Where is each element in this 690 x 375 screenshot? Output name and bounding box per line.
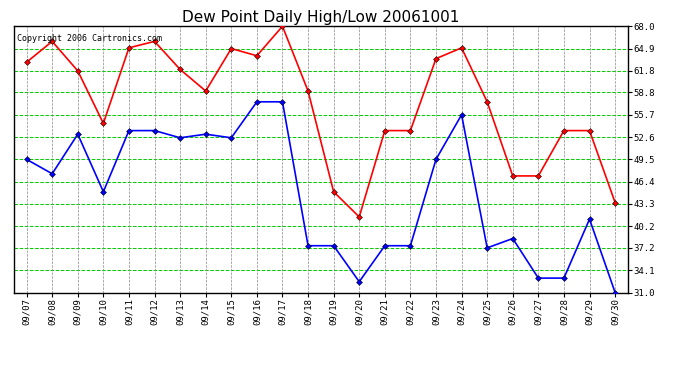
Text: Copyright 2006 Cartronics.com: Copyright 2006 Cartronics.com <box>17 34 162 43</box>
Title: Dew Point Daily High/Low 20061001: Dew Point Daily High/Low 20061001 <box>182 10 460 25</box>
